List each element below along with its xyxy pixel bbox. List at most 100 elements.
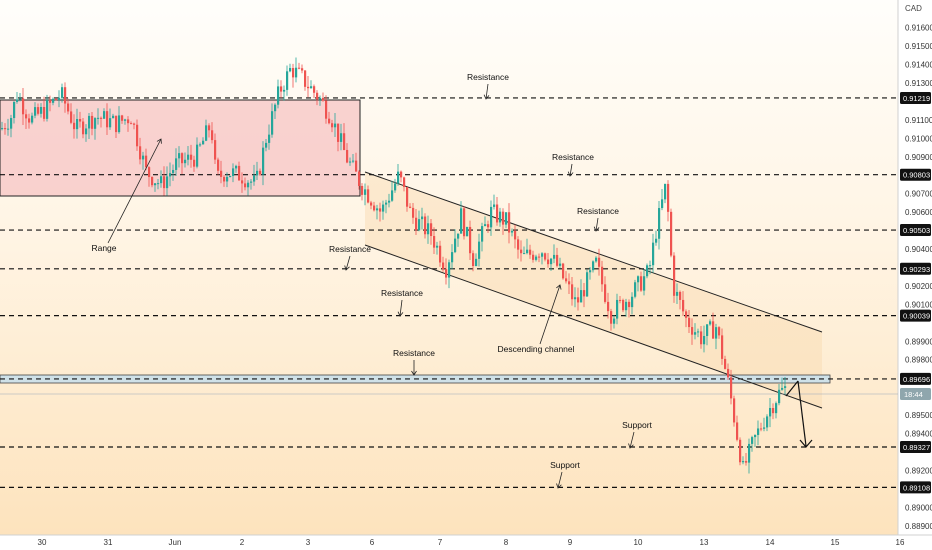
candle-body	[94, 118, 97, 129]
y-tick-label: 0.91100	[905, 116, 932, 125]
candle-body	[250, 181, 253, 183]
level-price-tag-label: 0.90803	[903, 171, 930, 180]
candle-body	[739, 439, 742, 463]
candle-body	[514, 230, 517, 240]
time-axis[interactable]: 30 31 Jun 2 3 6 7 8 9 10 13 14 15 16	[38, 538, 905, 547]
candle-body	[463, 208, 466, 237]
candle-body	[568, 281, 571, 285]
candle-body	[82, 121, 85, 135]
candle-body	[553, 254, 556, 259]
candle-body	[610, 311, 613, 324]
annotation-label: Descending channel	[497, 344, 574, 354]
candle-body	[658, 208, 661, 239]
x-tick-label: 2	[240, 538, 245, 547]
candle-body	[598, 257, 601, 267]
candle-body	[190, 154, 193, 160]
candle-body	[769, 408, 772, 417]
candle-body	[91, 115, 94, 129]
x-tick-label: 16	[896, 538, 905, 547]
candle-body	[175, 158, 178, 170]
candle-body	[700, 331, 703, 345]
candle-body	[373, 205, 376, 211]
candle-body	[649, 265, 652, 267]
candle-body	[58, 97, 61, 101]
candle-body	[691, 327, 694, 335]
candle-body	[244, 183, 247, 188]
candle-body	[478, 241, 481, 259]
annotation-arrowhead	[397, 311, 404, 317]
candle-body	[217, 159, 220, 171]
x-tick-label: Jun	[169, 538, 182, 547]
candle-body	[442, 262, 445, 270]
candle-body	[187, 154, 190, 160]
candle-body	[43, 106, 46, 119]
y-tick-label: 0.90100	[905, 300, 932, 309]
candle-body	[460, 208, 463, 234]
candle-body	[577, 297, 580, 303]
candle-body	[508, 212, 511, 233]
candle-body	[475, 258, 478, 267]
y-tick-label: 0.91600	[905, 24, 932, 33]
candle-body	[697, 331, 700, 333]
candle-body	[19, 98, 22, 100]
candle-body	[424, 216, 427, 235]
candle-body	[361, 185, 364, 195]
candle-body	[64, 87, 67, 104]
level-price-tag	[900, 91, 931, 104]
candle-body	[469, 226, 472, 254]
candle-body	[556, 254, 559, 266]
candle-body	[160, 176, 163, 184]
candle-body	[379, 208, 382, 212]
candle-body	[28, 118, 31, 123]
candle-body	[349, 161, 352, 163]
channel-upper-line	[364, 171, 823, 333]
candle-body	[565, 278, 568, 282]
candle-body	[292, 68, 295, 78]
candle-body	[112, 115, 115, 119]
candle-body	[247, 182, 250, 188]
candle-body	[625, 301, 628, 311]
candle-body	[661, 199, 664, 209]
candle-body	[181, 153, 184, 164]
candle-body	[745, 461, 748, 463]
candle-body	[298, 67, 301, 69]
candle-body	[133, 123, 136, 125]
candle-body	[238, 165, 241, 181]
annotation-label: Resistance	[552, 152, 594, 162]
candle-body	[523, 253, 526, 255]
candle-body	[307, 86, 310, 89]
candle-body	[337, 123, 340, 142]
annotation-label: Support	[622, 420, 652, 430]
descending-channel-fill	[365, 172, 822, 408]
projection-arrowhead	[799, 439, 813, 448]
candle-body	[517, 239, 520, 250]
candle-body	[682, 299, 685, 312]
candle-body	[397, 171, 400, 184]
candle-body	[304, 70, 307, 87]
candle-body	[586, 272, 589, 297]
candle-body	[232, 168, 235, 176]
candle-body	[259, 170, 262, 175]
level-price-tag	[900, 309, 931, 322]
candle-body	[142, 155, 145, 160]
candle-body	[781, 387, 784, 390]
candle-body	[415, 217, 418, 231]
candle-body	[262, 147, 265, 175]
candle-body	[55, 98, 58, 101]
candle-body	[205, 125, 208, 141]
candle-body	[229, 175, 232, 177]
candle-body	[757, 428, 760, 435]
candle-body	[679, 291, 682, 300]
price-axis[interactable]: 0.91600 0.91500 0.91400 0.91300 0.91100 0.910…	[900, 24, 932, 531]
x-tick-label: 30	[38, 538, 47, 547]
annotation-pointer	[557, 471, 563, 489]
candle-body	[484, 224, 487, 227]
level-price-tag-label: 0.89108	[903, 483, 930, 492]
level-price-tag	[900, 372, 931, 385]
candle-body	[511, 230, 514, 233]
candle-body	[724, 358, 727, 369]
candle-body	[772, 408, 775, 414]
annotation-arrowhead	[567, 171, 574, 177]
